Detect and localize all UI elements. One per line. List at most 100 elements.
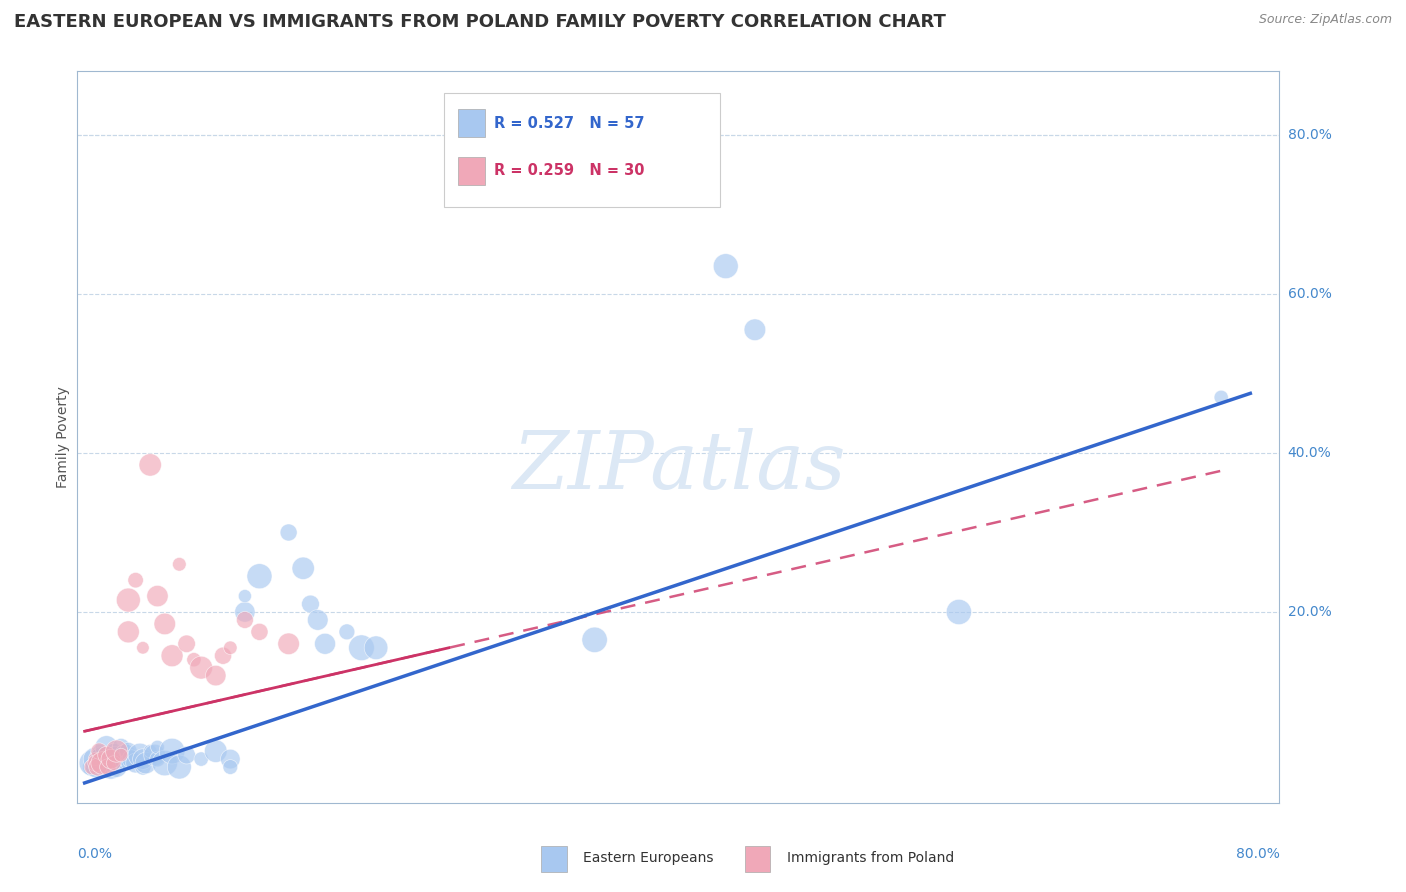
Point xyxy=(249,624,271,639)
Text: ZIPatlas: ZIPatlas xyxy=(512,427,845,505)
Point xyxy=(84,760,107,774)
Point xyxy=(124,573,146,587)
Point xyxy=(84,756,107,770)
FancyBboxPatch shape xyxy=(444,94,720,207)
Point xyxy=(176,637,198,651)
Text: 80.0%: 80.0% xyxy=(1288,128,1331,142)
Point xyxy=(307,613,329,627)
Point xyxy=(103,756,125,770)
Text: 20.0%: 20.0% xyxy=(1288,605,1331,619)
Point xyxy=(87,748,110,763)
Point xyxy=(110,740,132,755)
Point xyxy=(114,748,136,763)
Point xyxy=(299,597,322,611)
Point xyxy=(101,752,124,766)
Point xyxy=(135,756,157,770)
Point xyxy=(129,748,152,763)
Text: Immigrants from Poland: Immigrants from Poland xyxy=(787,851,955,865)
Text: Source: ZipAtlas.com: Source: ZipAtlas.com xyxy=(1258,13,1392,27)
Point xyxy=(160,744,183,758)
Text: 60.0%: 60.0% xyxy=(1288,287,1331,301)
Point xyxy=(83,752,105,766)
Point xyxy=(83,752,105,766)
Point xyxy=(143,748,166,763)
Text: 40.0%: 40.0% xyxy=(1288,446,1331,460)
Point xyxy=(948,605,970,619)
Text: 0.0%: 0.0% xyxy=(77,847,112,861)
Point xyxy=(204,744,226,758)
Point xyxy=(89,744,111,758)
Point xyxy=(97,760,120,774)
Point xyxy=(277,525,299,540)
Point xyxy=(89,756,111,770)
Point xyxy=(103,756,125,770)
Point xyxy=(190,752,212,766)
Point xyxy=(87,760,110,774)
Point xyxy=(249,569,271,583)
Point xyxy=(336,624,359,639)
Point xyxy=(160,648,183,663)
Point xyxy=(89,744,111,758)
Point xyxy=(117,624,139,639)
Text: EASTERN EUROPEAN VS IMMIGRANTS FROM POLAND FAMILY POVERTY CORRELATION CHART: EASTERN EUROPEAN VS IMMIGRANTS FROM POLA… xyxy=(14,13,946,31)
Point xyxy=(96,740,118,755)
Point xyxy=(277,637,299,651)
Point xyxy=(233,613,256,627)
Point xyxy=(132,760,155,774)
Point xyxy=(139,744,162,758)
Text: Eastern Europeans: Eastern Europeans xyxy=(583,851,714,865)
Point xyxy=(169,760,191,774)
Point xyxy=(219,752,242,766)
Point xyxy=(117,756,139,770)
Point xyxy=(153,616,176,631)
Text: R = 0.527   N = 57: R = 0.527 N = 57 xyxy=(495,116,645,131)
Point xyxy=(117,593,139,607)
Point xyxy=(91,752,114,766)
Point xyxy=(139,458,162,472)
Point xyxy=(96,760,118,774)
Y-axis label: Family Poverty: Family Poverty xyxy=(56,386,70,488)
Point xyxy=(97,748,120,763)
Point xyxy=(1211,390,1233,404)
Point xyxy=(146,740,169,755)
Point xyxy=(105,744,128,758)
Point xyxy=(132,640,155,655)
Point xyxy=(103,744,125,758)
Point xyxy=(124,756,146,770)
Point xyxy=(292,561,315,575)
Bar xyxy=(458,157,485,185)
Point xyxy=(91,756,114,770)
Point xyxy=(132,752,155,766)
Point xyxy=(364,640,387,655)
Point xyxy=(146,752,169,766)
Point xyxy=(100,752,122,766)
Point xyxy=(169,558,191,572)
Point xyxy=(80,756,103,770)
Point xyxy=(110,752,132,766)
Point xyxy=(350,640,373,655)
Point xyxy=(176,748,198,763)
Point xyxy=(117,744,139,758)
Point xyxy=(110,748,132,763)
Point xyxy=(233,605,256,619)
Point xyxy=(105,760,128,774)
Point xyxy=(153,756,176,770)
Point xyxy=(146,589,169,603)
Point xyxy=(100,760,122,774)
Point xyxy=(204,668,226,682)
Point xyxy=(98,756,121,770)
Point xyxy=(80,760,103,774)
Point xyxy=(190,660,212,674)
Point xyxy=(233,589,256,603)
Point xyxy=(314,637,336,651)
Text: 80.0%: 80.0% xyxy=(1236,847,1279,861)
Point xyxy=(219,640,242,655)
Point xyxy=(212,648,235,663)
Point xyxy=(183,653,205,667)
Point xyxy=(714,259,737,273)
Bar xyxy=(458,110,485,137)
Point xyxy=(219,760,242,774)
Point xyxy=(120,752,142,766)
Point xyxy=(104,748,127,763)
Point xyxy=(583,632,606,647)
